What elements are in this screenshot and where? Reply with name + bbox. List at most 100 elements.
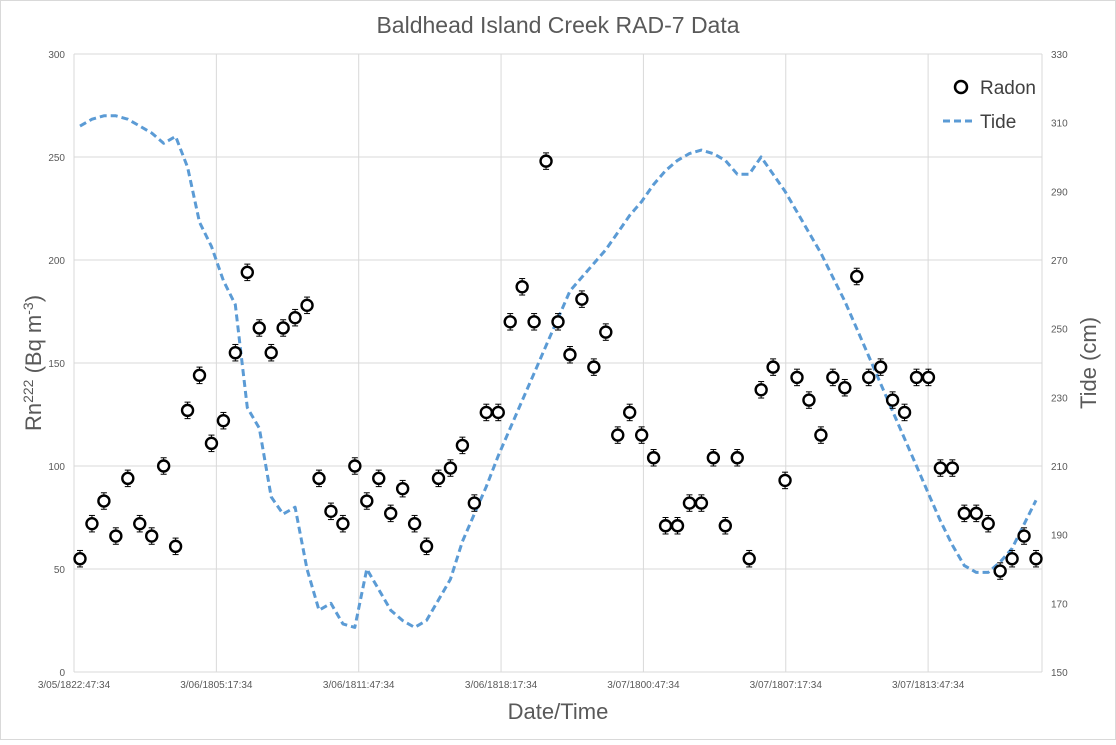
radon-marker	[97, 494, 111, 508]
y2-tick-label: 290	[1051, 187, 1068, 198]
radon-marker	[706, 451, 721, 465]
radon-marker	[885, 393, 900, 407]
radon-marker	[1005, 552, 1019, 566]
radon-point	[168, 537, 183, 556]
legend-radon-label: Radon	[980, 78, 1036, 99]
radon-marker	[873, 360, 888, 374]
radon-point	[957, 504, 971, 523]
radon-marker	[479, 405, 493, 420]
radon-marker	[742, 552, 756, 566]
radon-point	[766, 358, 780, 376]
radon-marker	[156, 459, 171, 473]
y2-tick-label: 270	[1051, 256, 1068, 267]
radon-marker	[192, 368, 207, 383]
radon-marker	[144, 529, 159, 543]
radon-point	[192, 366, 207, 385]
radon-point	[276, 319, 290, 337]
radon-marker	[455, 438, 470, 453]
radon-marker	[814, 428, 828, 442]
radon-marker	[587, 360, 601, 374]
radon-point	[144, 527, 159, 545]
radon-point	[300, 296, 314, 315]
radon-point	[527, 313, 541, 331]
radon-marker	[407, 516, 422, 531]
radon-marker	[897, 405, 912, 420]
radon-point	[336, 514, 350, 533]
radon-marker	[216, 413, 231, 428]
radon-point	[670, 517, 685, 535]
radon-marker	[1017, 529, 1031, 543]
y-tick-label: 300	[48, 50, 65, 61]
radon-marker	[395, 481, 410, 496]
radon-point	[1005, 549, 1019, 568]
x-tick-label: 3/06/1818:17:34	[465, 680, 538, 691]
radon-marker	[670, 519, 685, 533]
radon-marker	[957, 506, 971, 521]
radon-marker	[276, 321, 290, 335]
radon-point	[742, 549, 756, 568]
legend-radon-marker	[953, 79, 969, 95]
radon-point	[467, 494, 482, 512]
y2-tick-label: 330	[1051, 50, 1068, 61]
radon-point	[826, 368, 840, 387]
radon-marker	[623, 405, 637, 420]
legend: Radon Tide	[943, 78, 1036, 133]
radon-marker	[766, 360, 780, 374]
y2-tick-label: 150	[1051, 668, 1068, 679]
y2-axis-ticks: 150 170 190 210 230 250 270 290 310 330	[1051, 50, 1068, 679]
radon-point	[706, 449, 721, 467]
radon-marker	[658, 519, 673, 533]
radon-point	[324, 502, 338, 521]
radon-marker	[312, 471, 326, 486]
radon-point	[563, 346, 577, 364]
legend-tide-label: Tide	[980, 112, 1016, 133]
radon-point	[240, 263, 255, 282]
radon-point	[1017, 527, 1031, 545]
radon-point	[180, 401, 195, 420]
radon-point	[778, 471, 792, 490]
radon-point	[575, 290, 589, 308]
y-tick-label: 100	[48, 462, 65, 473]
radon-marker	[993, 564, 1007, 578]
radon-point	[658, 517, 673, 535]
radon-point	[993, 562, 1007, 580]
radon-marker	[360, 494, 374, 508]
radon-marker	[826, 370, 840, 385]
radon-marker	[133, 516, 147, 531]
radon-marker	[85, 516, 99, 531]
radon-marker	[228, 346, 243, 360]
y-tick-label: 50	[54, 565, 66, 576]
radon-marker	[168, 539, 183, 554]
radon-marker	[921, 370, 936, 385]
x-axis-title: Date/Time	[508, 699, 609, 724]
radon-point	[611, 426, 625, 444]
radon-marker	[933, 461, 948, 475]
radon-marker	[384, 506, 398, 521]
radon-point	[1029, 549, 1043, 568]
radon-marker	[539, 154, 553, 168]
radon-marker	[682, 496, 697, 510]
radon-point	[515, 278, 529, 296]
radon-point	[109, 527, 123, 545]
radon-point	[372, 469, 386, 488]
radon-marker	[850, 269, 864, 284]
radon-marker	[981, 516, 995, 531]
radon-point	[850, 267, 864, 286]
radon-point	[252, 319, 266, 337]
x-tick-label: 3/06/1811:47:34	[323, 680, 395, 691]
y-axis-title-close: )	[21, 295, 46, 302]
radon-marker	[611, 428, 625, 442]
y2-tick-label: 310	[1051, 119, 1068, 130]
y-axis-title-unit-sup: -3	[20, 302, 36, 315]
x-tick-label: 3/06/1805:17:34	[180, 680, 253, 691]
y-tick-label: 250	[48, 153, 65, 164]
radon-marker	[969, 506, 983, 521]
radon-marker	[336, 516, 350, 531]
radon-marker	[73, 552, 87, 566]
radon-point	[85, 514, 99, 533]
radon-point	[646, 449, 661, 467]
radon-point	[455, 436, 470, 455]
radon-point	[503, 313, 517, 331]
